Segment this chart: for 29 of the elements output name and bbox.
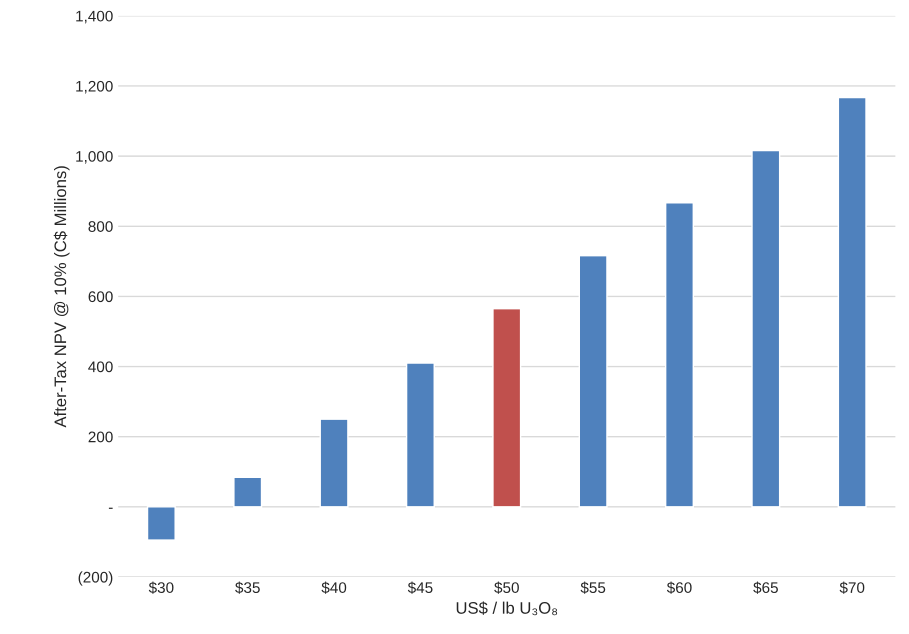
y-tick-label: 1,200 xyxy=(76,80,113,94)
bar xyxy=(664,202,694,508)
x-tick-label: $30 xyxy=(148,582,174,594)
bar xyxy=(838,96,867,508)
y-tick-label: 1,400 xyxy=(76,10,113,24)
x-axis-title: US$ / lb U₃O₈ xyxy=(456,601,558,616)
y-tick-label: - xyxy=(108,508,113,509)
x-tick-label: $65 xyxy=(753,582,778,594)
bar xyxy=(146,506,176,541)
bar xyxy=(320,418,349,508)
bar xyxy=(406,362,435,508)
bar xyxy=(492,308,522,508)
x-tick-label: $35 xyxy=(235,582,260,594)
x-tick-label: $50 xyxy=(494,582,519,594)
x-tick-label: $70 xyxy=(840,582,864,594)
y-tick-label: (200) xyxy=(78,571,112,586)
y-tick-label: 800 xyxy=(88,221,113,232)
y-tick-label: 400 xyxy=(88,361,113,372)
x-tick-label: $45 xyxy=(408,582,433,594)
x-tick-label: $60 xyxy=(666,582,692,594)
y-tick-label: 1,000 xyxy=(76,150,113,164)
y-tick-label: 200 xyxy=(88,432,113,442)
bar xyxy=(578,255,608,508)
y-axis-title: After-Tax NPV @ 10% (C$ Millions) xyxy=(54,166,70,428)
x-tick-label: $55 xyxy=(580,582,606,594)
x-tick-label: $40 xyxy=(321,582,346,594)
bar xyxy=(751,150,780,508)
y-tick-label: 600 xyxy=(88,291,113,302)
bar xyxy=(233,476,262,508)
